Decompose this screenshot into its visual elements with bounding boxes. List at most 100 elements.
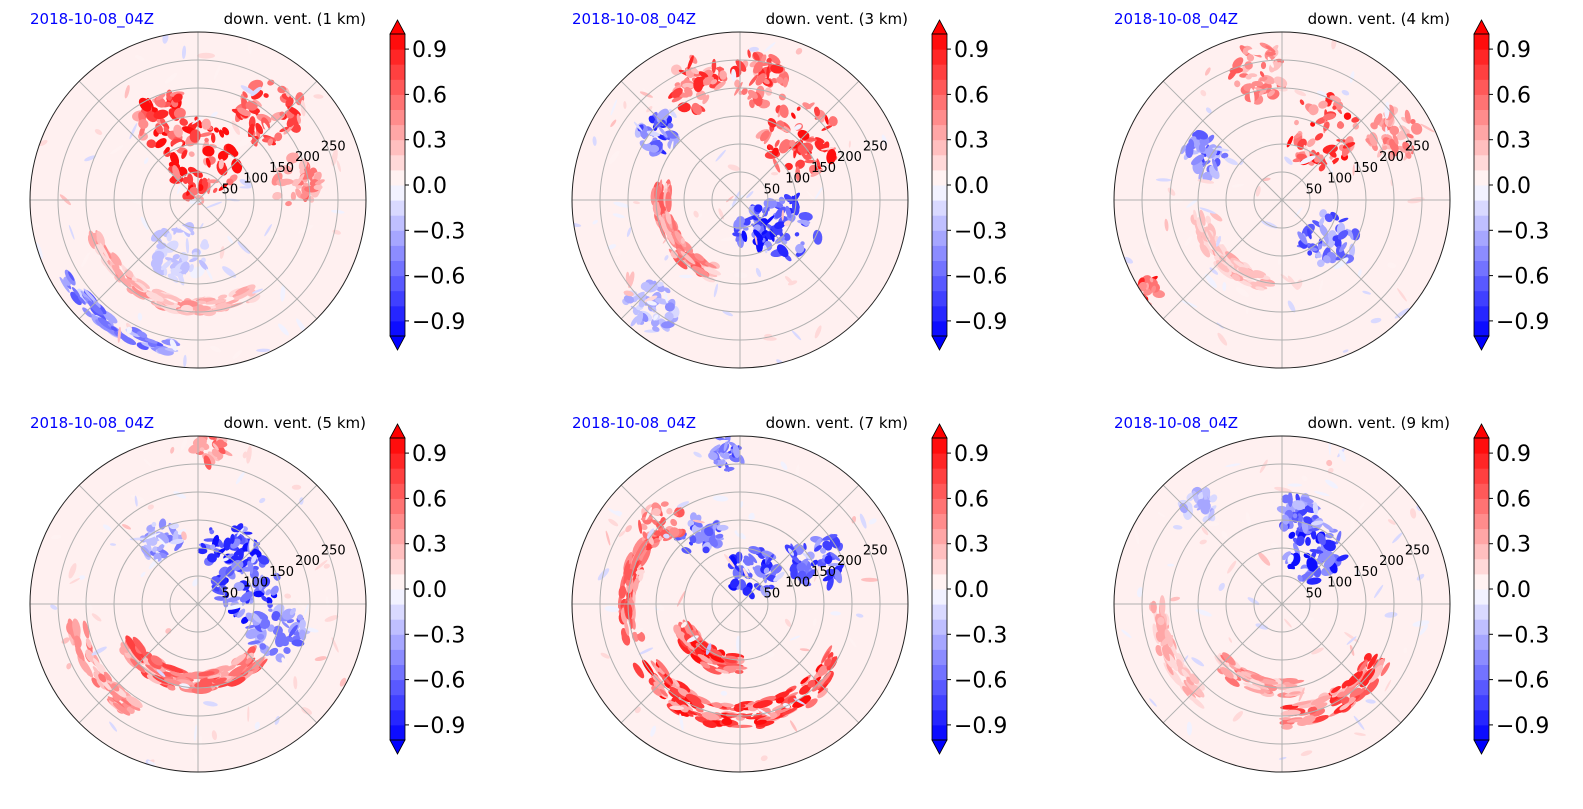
colorbar-level (1474, 185, 1489, 201)
colorbar-level (1474, 320, 1489, 337)
colorbar-level (390, 320, 405, 337)
colorbar-tick-label: 0.3 (412, 129, 447, 154)
colorbar-level (1474, 245, 1489, 261)
angular-gridline (78, 80, 199, 201)
colorbar-tick-label: −0.6 (1496, 669, 1549, 694)
colorbar-level (1474, 34, 1489, 50)
colorbar-level (390, 604, 405, 620)
angular-gridline (1281, 80, 1402, 201)
colorbar-tick-label: 0.6 (954, 487, 989, 512)
colorbar-level (1474, 275, 1489, 292)
colorbar-level (390, 124, 405, 141)
radial-tick-label: 100 (1327, 172, 1352, 187)
colorbar-level (1474, 139, 1489, 156)
colorbar-level (1474, 649, 1489, 665)
colorbar-level (932, 513, 947, 530)
angular-gridline (78, 199, 199, 320)
panel-title: down. vent. (9 km) (1308, 414, 1450, 432)
colorbar-tick-label: 0.3 (1496, 533, 1531, 558)
colorbar: 0.9 0.6 0.3 0.0 −0.3 −0.6 −0.9 (931, 423, 1007, 755)
colorbar-tick-label: 0.9 (1496, 442, 1531, 467)
colorbar-level (390, 154, 405, 171)
colorbar-level (932, 245, 947, 261)
radial-tick-label: 100 (1327, 576, 1352, 591)
radial-tick-label: 50 (1306, 586, 1323, 601)
colorbar-level (932, 64, 947, 80)
colorbar-tick-label: 0.0 (412, 174, 447, 199)
angular-gridline (1162, 199, 1283, 320)
radial-tick-label: 100 (243, 576, 268, 591)
colorbar-level (1474, 528, 1489, 545)
colorbar-level (390, 513, 405, 530)
polar-frame (1113, 435, 1451, 773)
angular-gridline (197, 484, 318, 605)
colorbar-level (1474, 215, 1489, 231)
colorbar-level (390, 169, 405, 186)
colorbar-tick-label: 0.3 (412, 533, 447, 558)
radial-tick-label: 200 (295, 150, 320, 165)
colorbar-tick-label: 0.3 (1496, 129, 1531, 154)
colorbar-tick-label: 0.0 (954, 578, 989, 603)
colorbar-tick-label: 0.0 (1496, 174, 1531, 199)
colorbar-level (390, 438, 405, 454)
colorbar-level (932, 139, 947, 156)
radial-tick-label: 50 (764, 182, 781, 197)
colorbar-level (390, 275, 405, 292)
radial-tick-label: 250 (1405, 139, 1430, 154)
colorbar-extend-min (931, 335, 948, 351)
angular-gridline (620, 484, 741, 605)
panel-title: down. vent. (1 km) (224, 10, 366, 28)
colorbar-level (1474, 290, 1489, 307)
radial-tick-label: 150 (811, 161, 836, 176)
colorbar-level (932, 679, 947, 696)
colorbar-tick-label: −0.3 (1496, 623, 1549, 648)
colorbar-level (390, 94, 405, 110)
colorbar-level (1474, 694, 1489, 711)
radial-tick-label: 200 (295, 554, 320, 569)
colorbar-extend-max (1473, 423, 1490, 439)
radial-tick-label: 100 (243, 172, 268, 187)
colorbar-level (932, 230, 947, 246)
colorbar-extend-max (1473, 19, 1490, 35)
colorbar-tick-label: 0.0 (1496, 578, 1531, 603)
colorbar-level (932, 649, 947, 665)
colorbar-level (932, 275, 947, 292)
colorbar-level (390, 468, 405, 484)
colorbar-tick-label: −0.9 (954, 714, 1007, 739)
colorbar-level (932, 528, 947, 545)
colorbar-level (932, 619, 947, 635)
colorbar-level (1474, 513, 1489, 530)
colorbar-level (1474, 305, 1489, 322)
angular-gridline (739, 484, 860, 605)
colorbar-level (1474, 468, 1489, 484)
radial-tick-label: 250 (321, 139, 346, 154)
colorbar-level (1474, 109, 1489, 126)
colorbar-tick-label: −0.9 (954, 310, 1007, 335)
colorbar-tick-label: −0.6 (1496, 265, 1549, 290)
colorbar-level (390, 34, 405, 50)
colorbar-level (390, 649, 405, 665)
colorbar-level (932, 215, 947, 231)
colorbar-tick-label: 0.3 (954, 129, 989, 154)
colorbar-tick-label: −0.6 (954, 669, 1007, 694)
colorbar-tick-label: 0.6 (412, 83, 447, 108)
angular-gridline (78, 484, 199, 605)
colorbar-level (1474, 709, 1489, 726)
radial-tick-label: 200 (837, 554, 862, 569)
angular-gridline (620, 603, 741, 724)
radial-tick-label: 250 (1405, 543, 1430, 558)
colorbar-level (932, 558, 947, 575)
angular-gridline (1281, 484, 1402, 605)
panel-time-label: 2018-10-08_04Z (1114, 414, 1238, 433)
colorbar-level (390, 245, 405, 261)
colorbar: 0.9 0.6 0.3 0.0 −0.3 −0.6 −0.9 (931, 19, 1007, 351)
panel-time-label: 2018-10-08_04Z (1114, 10, 1238, 29)
colorbar-level (1474, 124, 1489, 141)
colorbar-level (932, 34, 947, 50)
radial-tick-label: 150 (269, 565, 294, 580)
colorbar-level (932, 664, 947, 681)
colorbar-tick-label: 0.6 (1496, 487, 1531, 512)
colorbar-level (1474, 64, 1489, 80)
colorbar-level (1474, 169, 1489, 186)
